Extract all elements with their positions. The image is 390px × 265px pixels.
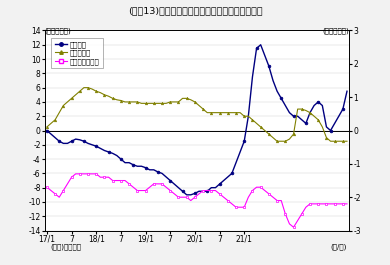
Text: (前年比、％): (前年比、％) [45, 28, 72, 34]
Legend: 投賄信託, 金錢の信託, 準通貨（右軸）: 投賄信託, 金錢の信託, 準通貨（右軸） [51, 38, 103, 68]
Text: (図表13)投賄信託・金錢の信託・準通貨の伸び率: (図表13)投賄信託・金錢の信託・準通貨の伸び率 [128, 7, 262, 16]
Text: (年/月): (年/月) [331, 244, 347, 250]
Text: (資料)日本銀行: (資料)日本銀行 [51, 244, 82, 250]
Text: (前年比、％): (前年比、％) [322, 28, 349, 34]
